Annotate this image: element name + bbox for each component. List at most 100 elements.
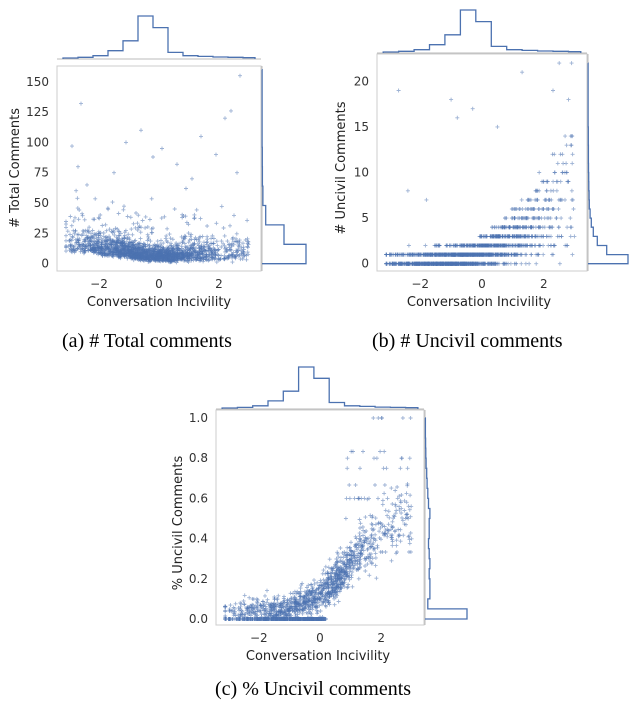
scatter-point bbox=[495, 124, 500, 129]
scatter-point bbox=[172, 258, 177, 263]
scatter-point bbox=[182, 233, 187, 238]
scatter-point bbox=[565, 225, 570, 230]
scatter-point bbox=[519, 216, 524, 221]
scatter-point bbox=[108, 237, 113, 242]
scatter-point bbox=[75, 238, 80, 243]
scatter-point bbox=[537, 188, 542, 193]
scatter-point bbox=[125, 235, 130, 240]
scatter-point bbox=[232, 254, 237, 258]
scatter-point bbox=[109, 242, 114, 247]
scatter-point bbox=[73, 215, 77, 220]
scatter-point bbox=[94, 235, 99, 240]
scatter-point bbox=[126, 232, 131, 237]
scatter-point bbox=[86, 242, 91, 247]
scatter-point bbox=[131, 221, 136, 226]
scatter-point bbox=[523, 252, 528, 257]
scatter-point bbox=[162, 214, 167, 219]
scatter-point bbox=[124, 140, 128, 145]
scatter-point bbox=[338, 546, 343, 550]
scatter-point bbox=[210, 252, 215, 257]
scatter-point bbox=[195, 250, 200, 255]
scatter-point bbox=[570, 152, 575, 157]
scatter-point bbox=[235, 252, 240, 257]
scatter-point bbox=[146, 257, 151, 262]
scatter-point bbox=[129, 227, 134, 232]
scatter-point bbox=[343, 516, 348, 521]
y-tick-label: 125 bbox=[26, 105, 49, 119]
scatter-point bbox=[74, 188, 79, 193]
scatter-point bbox=[138, 236, 143, 241]
scatter-point bbox=[544, 188, 549, 193]
scatter-point bbox=[68, 232, 72, 237]
scatter-point bbox=[374, 576, 379, 581]
scatter-point bbox=[263, 593, 267, 598]
scatter-point bbox=[122, 233, 127, 238]
scatter-point bbox=[426, 252, 431, 257]
scatter-point bbox=[389, 558, 394, 563]
scatter-point bbox=[554, 179, 559, 184]
scatter-point bbox=[77, 237, 82, 241]
x-tick-label: 2 bbox=[540, 277, 548, 291]
scatter-point bbox=[229, 108, 233, 113]
y-tick-label: 75 bbox=[34, 166, 49, 180]
scatter-point bbox=[497, 261, 501, 266]
scatter-point bbox=[424, 197, 429, 202]
scatter-point bbox=[91, 250, 96, 255]
scatter-point bbox=[148, 239, 153, 244]
scatter-point bbox=[526, 197, 531, 202]
scatter-point bbox=[116, 238, 121, 243]
scatter-point bbox=[499, 252, 504, 257]
scatter-point bbox=[242, 593, 247, 598]
scatter-point bbox=[535, 197, 540, 202]
scatter-point bbox=[541, 252, 546, 257]
scatter-point bbox=[101, 234, 106, 239]
scatter-point bbox=[143, 225, 148, 230]
scatter-point bbox=[224, 245, 228, 250]
scatter-point bbox=[396, 88, 401, 93]
scatter-point bbox=[408, 514, 413, 519]
y-hist-outline bbox=[424, 417, 468, 620]
scatter-point bbox=[99, 236, 104, 241]
y-tick-label: 100 bbox=[26, 135, 49, 149]
scatter-point bbox=[134, 244, 139, 249]
scatter-point bbox=[233, 601, 238, 606]
scatter-point bbox=[529, 252, 534, 257]
scatter-point bbox=[434, 243, 438, 248]
scatter-point bbox=[568, 216, 573, 221]
scatter-point bbox=[515, 225, 519, 230]
scatter-point bbox=[480, 243, 485, 248]
scatter-point bbox=[533, 243, 538, 248]
scatter-point bbox=[519, 197, 524, 202]
scatter-point bbox=[514, 261, 518, 266]
scatter-point bbox=[73, 228, 78, 233]
scatter-point bbox=[519, 261, 524, 266]
scatter-point bbox=[396, 261, 401, 266]
scatter-point bbox=[493, 261, 497, 266]
scatter-point bbox=[225, 239, 230, 244]
scatter-point bbox=[388, 261, 393, 266]
scatter-point bbox=[87, 225, 92, 230]
scatter-point bbox=[169, 243, 174, 248]
scatter-point bbox=[205, 224, 210, 228]
scatter-point bbox=[145, 232, 150, 237]
scatter-point bbox=[78, 249, 83, 254]
scatter-point bbox=[93, 196, 98, 201]
scatter-point bbox=[382, 449, 387, 454]
scatter-point bbox=[368, 539, 373, 543]
scatter-point bbox=[158, 249, 163, 254]
scatter-point bbox=[102, 250, 107, 255]
scatter-point bbox=[526, 207, 531, 211]
panel-c-marginal-x-histogram bbox=[216, 366, 424, 410]
scatter-point bbox=[170, 246, 175, 251]
y-tick-label: 10 bbox=[354, 166, 369, 180]
scatter-point bbox=[221, 241, 226, 246]
scatter-point bbox=[560, 152, 565, 157]
scatter-point bbox=[380, 416, 384, 420]
y-tick-label: 0 bbox=[41, 257, 49, 271]
scatter-point bbox=[214, 239, 219, 244]
scatter-point bbox=[75, 206, 80, 211]
scatter-point bbox=[143, 244, 148, 249]
scatter-point bbox=[98, 250, 103, 254]
